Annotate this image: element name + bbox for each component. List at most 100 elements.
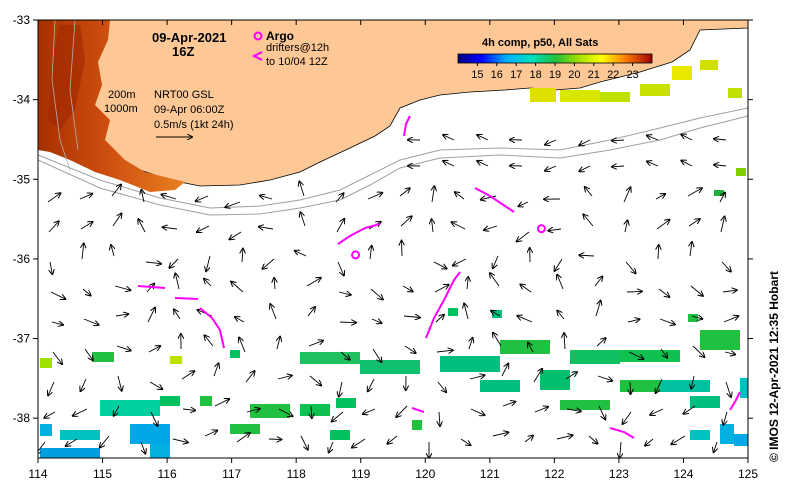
x-axis: 114 115 116 117 118 119 120 121 122 123 124 125 — [28, 20, 758, 481]
velocity-vector — [524, 436, 533, 443]
velocity-vector — [714, 165, 727, 166]
velocity-vector — [79, 194, 92, 200]
velocity-vector — [460, 438, 470, 445]
velocity-vector — [114, 405, 120, 416]
velocity-vector — [402, 285, 413, 291]
velocity-vector — [48, 221, 59, 233]
velocity-vector — [626, 291, 642, 292]
velocity-vector — [339, 322, 356, 323]
velocity-vector — [533, 369, 542, 383]
velocity-vector — [432, 186, 434, 203]
velocity-vector — [681, 161, 693, 167]
velocity-vector — [453, 258, 467, 266]
velocity-vector — [311, 405, 312, 418]
velocity-vector — [690, 242, 692, 257]
velocity-vector — [467, 277, 468, 290]
velocity-vector — [594, 276, 602, 287]
velocity-vector — [370, 246, 372, 260]
velocity-vector — [437, 381, 446, 392]
velocity-vector — [583, 214, 594, 227]
y-tick-label: -34 — [13, 93, 31, 107]
drifter-track-4 — [337, 223, 381, 245]
colorbar — [457, 53, 653, 64]
velocity-vector — [44, 411, 56, 418]
x-tick-label: 119 — [351, 467, 370, 481]
velocity-vector — [721, 217, 725, 233]
velocity-vector — [484, 225, 498, 230]
velocity-vector — [556, 435, 573, 440]
velocity-vector — [84, 348, 93, 360]
velocity-vector — [181, 371, 194, 380]
velocity-vector — [659, 318, 675, 324]
velocity-vector — [277, 375, 292, 379]
velocity-vector — [82, 243, 84, 260]
velocity-vector — [66, 438, 78, 446]
velocity-vector — [145, 262, 161, 264]
velocity-vector — [367, 193, 382, 200]
isobath-200m-label: 200m — [108, 89, 136, 101]
velocity-vector — [493, 333, 502, 347]
velocity-vector — [528, 343, 534, 353]
velocity-vector — [50, 261, 52, 274]
colorbar-ticks: 15 16 17 18 19 20 21 22 23 — [471, 63, 639, 81]
velocity-vector — [112, 214, 121, 227]
velocity-vector — [278, 408, 293, 416]
velocity-vector — [236, 433, 250, 443]
velocity-vector — [235, 317, 245, 323]
velocity-vector — [83, 318, 99, 325]
velocity-vector — [714, 441, 717, 452]
velocity-vector — [295, 251, 307, 257]
colorbar-tick-label: 15 — [471, 69, 483, 81]
velocity-vector — [114, 285, 130, 290]
drifter-track-10 — [729, 391, 741, 411]
velocity-vector — [51, 322, 63, 325]
velocity-vector — [433, 261, 447, 269]
velocity-vector — [721, 261, 731, 272]
velocity-vector — [260, 196, 273, 199]
x-tick-label: 118 — [287, 467, 306, 481]
colorbar-tick-label: 20 — [568, 69, 580, 81]
x-tick-label: 117 — [222, 467, 241, 481]
title-date: 09-Apr-2021 — [152, 30, 226, 45]
velocity-vector — [262, 258, 275, 269]
argo-floats — [351, 224, 546, 260]
drifter-track-8 — [411, 407, 425, 413]
velocity-vector — [239, 338, 246, 353]
velocity-vector — [656, 220, 670, 230]
argo-float-marker — [351, 250, 361, 260]
velocity-vector — [277, 337, 280, 350]
velocity-vector — [517, 316, 533, 323]
velocity-vector — [455, 192, 465, 200]
velocity-vector — [434, 285, 449, 293]
colorbar-tick-label: 19 — [549, 69, 561, 81]
x-tick-label: 115 — [93, 467, 112, 481]
y-tick-label: -35 — [13, 172, 31, 186]
x-tick-label: 114 — [28, 467, 47, 481]
drifter-tracks — [137, 115, 741, 439]
velocity-vector — [545, 139, 557, 145]
drifter-track-5 — [425, 271, 461, 339]
velocity-vector — [612, 140, 625, 141]
drifter-track-6 — [474, 187, 515, 213]
sst-coastal-patches — [530, 60, 746, 196]
velocity-vector — [80, 222, 93, 230]
velocity-vector — [625, 220, 627, 233]
velocity-vector — [622, 411, 632, 424]
colorbar-tick-label: 16 — [491, 69, 503, 81]
y-tick-label: -33 — [13, 13, 31, 27]
velocity-vector — [464, 303, 469, 320]
velocity-vector — [645, 438, 654, 446]
velocity-vector — [469, 375, 484, 379]
velocity-vector — [723, 411, 727, 425]
velocity-vector — [117, 375, 122, 391]
velocity-vector — [82, 288, 91, 295]
velocity-vector — [470, 408, 484, 415]
velocity-vector — [469, 338, 473, 350]
argo-legend-icon — [253, 31, 263, 41]
velocity-vector — [111, 185, 121, 197]
velocity-vector — [501, 364, 508, 377]
x-tick-label: 116 — [158, 467, 177, 481]
colorbar-tick-label: 18 — [529, 69, 541, 81]
velocity-vector — [38, 441, 46, 454]
velocity-vector — [306, 278, 321, 287]
